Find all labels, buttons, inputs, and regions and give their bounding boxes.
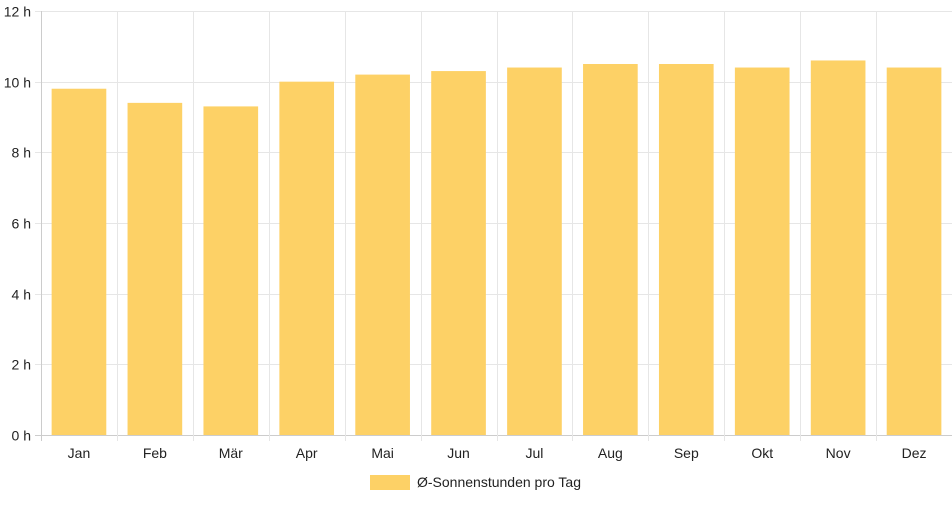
y-tick-label: 0 h xyxy=(12,428,31,444)
legend-label: Ø-Sonnenstunden pro Tag xyxy=(417,474,581,490)
bar-mär[interactable] xyxy=(203,106,259,436)
axes: 0 h 2 h 4 h 6 h 8 h 10 h 12 h Jan Feb Mär Apr Mai Ju… xyxy=(4,4,927,462)
bar-okt[interactable] xyxy=(734,67,790,436)
bar-jul[interactable] xyxy=(507,67,562,436)
x-tick-label: Okt xyxy=(751,445,773,461)
x-tick-label: Mai xyxy=(371,445,394,461)
bar-jan[interactable] xyxy=(51,88,107,435)
x-tick-label: Jun xyxy=(447,445,470,461)
x-tick-label: Nov xyxy=(826,445,851,461)
bar-dez[interactable] xyxy=(886,67,942,436)
x-tick-label: Jan xyxy=(68,445,91,461)
y-tick-label: 12 h xyxy=(4,4,31,20)
y-tick-label: 2 h xyxy=(12,357,31,373)
y-tick-label: 8 h xyxy=(12,145,31,161)
bar-mai[interactable] xyxy=(355,74,410,435)
x-tick-label: Jul xyxy=(526,445,544,461)
bar-jun[interactable] xyxy=(431,71,486,436)
bar-apr[interactable] xyxy=(279,81,335,436)
bar-nov[interactable] xyxy=(810,60,866,435)
bar-aug[interactable] xyxy=(583,64,638,435)
y-tick-label: 4 h xyxy=(12,287,31,303)
bars xyxy=(51,60,942,436)
x-tick-label: Feb xyxy=(143,445,167,461)
x-tick-label: Sep xyxy=(674,445,699,461)
y-tick-label: 10 h xyxy=(4,75,31,91)
y-tick-label: 6 h xyxy=(12,216,31,232)
x-tick-label: Aug xyxy=(598,445,623,461)
bar-sep[interactable] xyxy=(658,64,714,435)
legend[interactable]: Ø-Sonnenstunden pro Tag xyxy=(370,474,581,490)
bar-feb[interactable] xyxy=(127,102,183,435)
x-tick-label: Dez xyxy=(902,445,927,461)
legend-swatch xyxy=(370,475,410,490)
x-tick-label: Mär xyxy=(219,445,243,461)
x-tick-label: Apr xyxy=(296,445,318,461)
grid-lines xyxy=(35,11,952,441)
